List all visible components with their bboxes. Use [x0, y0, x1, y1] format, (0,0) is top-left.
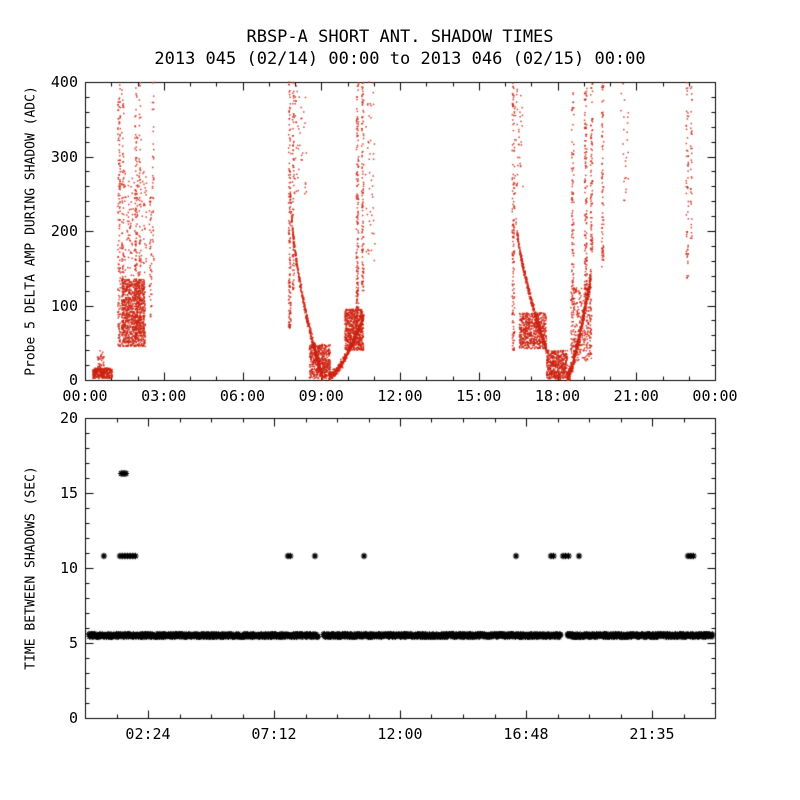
bottom-y-tick-label: 15 [59, 484, 78, 502]
bottom-x-tick-label: 21:35 [629, 725, 675, 743]
chart-subtitle: 2013 045 (02/14) 00:00 to 2013 046 (02/1… [154, 49, 646, 69]
top-x-tick-label: 06:00 [219, 387, 266, 405]
bottom-x-tick-label: 16:48 [503, 725, 549, 743]
bottom-x-tick-label: 07:12 [251, 725, 297, 743]
top-x-tick-label: 03:00 [141, 387, 187, 405]
bottom-x-tick-label: 02:24 [125, 725, 171, 743]
bottom-y-tick-label: 20 [59, 409, 78, 427]
top-x-tick-label: 15:00 [456, 387, 502, 405]
bottom-x-tick-label: 12:00 [377, 725, 423, 743]
top-x-tick-label: 21:00 [613, 387, 659, 405]
chart-title: RBSP-A SHORT ANT. SHADOW TIMES [246, 27, 554, 47]
top-x-tick-label: 00:00 [692, 387, 738, 405]
top-y-tick-label: 300 [50, 147, 78, 166]
bottom-y-tick-label: 0 [68, 709, 78, 727]
top-x-tick-label: 12:00 [377, 387, 423, 405]
top-x-tick-label: 18:00 [534, 387, 581, 405]
top-x-tick-label: 00:00 [62, 387, 108, 405]
bottom-y-tick-label: 5 [68, 634, 78, 652]
top-y-axis-label: Probe 5 DELTA AMP DURING SHADOW (ADC) [23, 86, 39, 376]
top-y-tick-label: 400 [50, 73, 78, 91]
top-y-tick-label: 200 [50, 222, 78, 240]
bottom-y-axis-label: TIME BETWEEN SHADOWS (SEC) [23, 466, 39, 670]
bottom-y-tick-label: 10 [59, 559, 78, 577]
top-x-tick-label: 09:00 [298, 387, 344, 405]
top-y-tick-label: 0 [68, 371, 78, 389]
top-y-tick-label: 100 [50, 296, 78, 315]
